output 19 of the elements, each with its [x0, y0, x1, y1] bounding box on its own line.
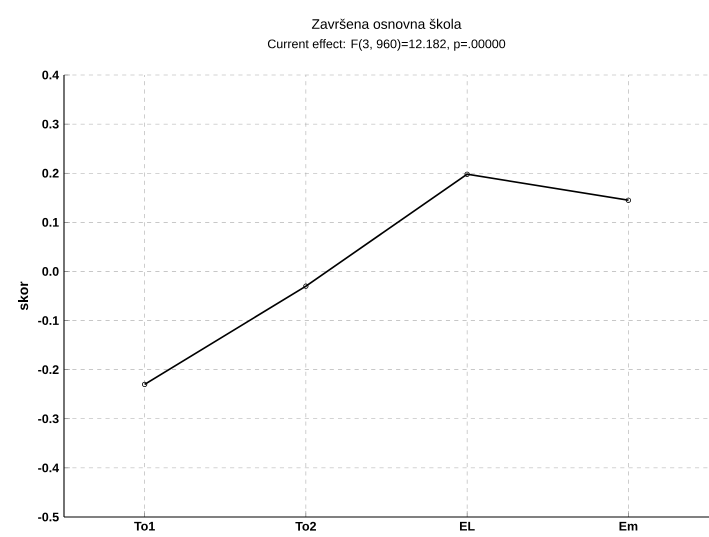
y-tick-label: -0.5 [38, 512, 59, 522]
y-tick-label: -0.3 [38, 414, 59, 424]
y-tick-label: 0.1 [42, 218, 59, 227]
y-tick-label: 0.2 [42, 168, 59, 178]
y-tick-label: -0.1 [38, 316, 59, 325]
chart-title: Završena osnovna škola [312, 18, 462, 29]
y-axis-title: skor [18, 282, 28, 310]
x-tick-label: To2 [295, 522, 316, 531]
point [303, 284, 309, 289]
y-tick-label: 0.3 [42, 120, 59, 129]
y-tick-label: 0.4 [42, 70, 60, 80]
y-tick-label: -0.2 [38, 365, 59, 374]
x-tick-label: EL [460, 522, 475, 530]
x-tick-label: Em [620, 522, 638, 530]
y-tick-label: 0.0 [42, 267, 59, 276]
chart-subtitle: Current effect: F(3, 960)=12.182, p=.00000 [268, 39, 506, 51]
point [464, 172, 470, 177]
y-tick-label: -0.4 [38, 463, 60, 472]
x-tick-label: To1 [134, 522, 155, 531]
